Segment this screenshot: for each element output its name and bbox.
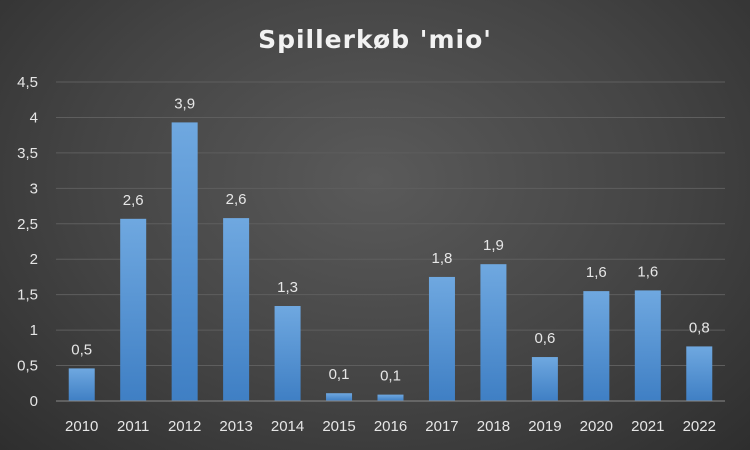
bar-2020 (583, 291, 610, 401)
x-tick-label-2015: 2015 (322, 418, 355, 435)
data-label-2015: 0,1 (329, 366, 350, 383)
x-tick-label-2013: 2013 (219, 418, 252, 435)
data-label-2011: 2,6 (123, 192, 144, 209)
y-tick-label: 2 (30, 251, 38, 268)
bar-2011 (120, 218, 147, 401)
data-labels: 0,5 2,6 3,9 2,6 1,3 0,1 0,1 1,8 1,9 0,6 1,6 1,6 0,8 (71, 95, 709, 384)
x-tick-label-2019: 2019 (528, 418, 561, 435)
data-label-2022: 0,8 (689, 319, 710, 336)
bar-2021 (634, 290, 661, 401)
y-tick-label: 1,5 (17, 287, 38, 304)
data-label-2018: 1,9 (483, 237, 504, 254)
grid-lines (56, 81, 725, 367)
data-label-2020: 1,6 (586, 264, 607, 281)
bar-2012 (171, 122, 198, 401)
y-tick-label: 1 (30, 322, 38, 339)
x-tick-label-2011: 2011 (117, 418, 149, 435)
bar-2016 (377, 394, 404, 401)
y-tick-label: 0 (30, 393, 38, 410)
x-tick-label-2020: 2020 (580, 418, 613, 435)
bars (68, 122, 713, 401)
y-tick-label: 0,5 (17, 358, 38, 375)
bar-2015 (326, 393, 353, 401)
data-label-2013: 2,6 (226, 191, 247, 208)
data-label-2014: 1,3 (277, 279, 298, 296)
bar-2010 (68, 368, 95, 401)
x-tick-label-2010: 2010 (65, 418, 98, 435)
y-tick-label: 3,5 (17, 145, 38, 162)
y-tick-label: 2,5 (17, 216, 38, 233)
bar-2014 (274, 306, 301, 401)
bar-2019 (531, 357, 558, 401)
y-tick-label: 3 (30, 180, 38, 197)
data-label-2012: 3,9 (174, 95, 195, 112)
data-label-2016: 0,1 (380, 368, 401, 385)
data-label-2017: 1,8 (432, 250, 453, 267)
x-tick-label-2022: 2022 (683, 418, 716, 435)
data-label-2019: 0,6 (534, 330, 555, 347)
data-label-2021: 1,6 (637, 263, 658, 280)
x-tick-label-2021: 2021 (631, 418, 664, 435)
bar-2018 (480, 264, 507, 401)
data-label-2010: 0,5 (71, 341, 92, 358)
bar-2017 (428, 276, 455, 401)
x-axis: 2010 2011 2012 2013 2014 2015 2016 2017 2018 2019… (56, 400, 725, 435)
y-tick-label: 4 (30, 109, 38, 126)
bar-2013 (223, 218, 250, 401)
x-tick-label-2014: 2014 (271, 418, 304, 435)
x-tick-label-2018: 2018 (477, 418, 510, 435)
x-tick-label-2016: 2016 (374, 418, 407, 435)
bar-2022 (686, 346, 713, 401)
y-axis: 0 0,5 1 1,5 2 2,5 3 3,5 4 4,5 (17, 74, 38, 410)
chart-title: Spillerkøb 'mio' (258, 25, 492, 54)
x-tick-label-2017: 2017 (425, 418, 458, 435)
x-tick-label-2012: 2012 (168, 418, 201, 435)
y-tick-label: 4,5 (17, 74, 38, 91)
